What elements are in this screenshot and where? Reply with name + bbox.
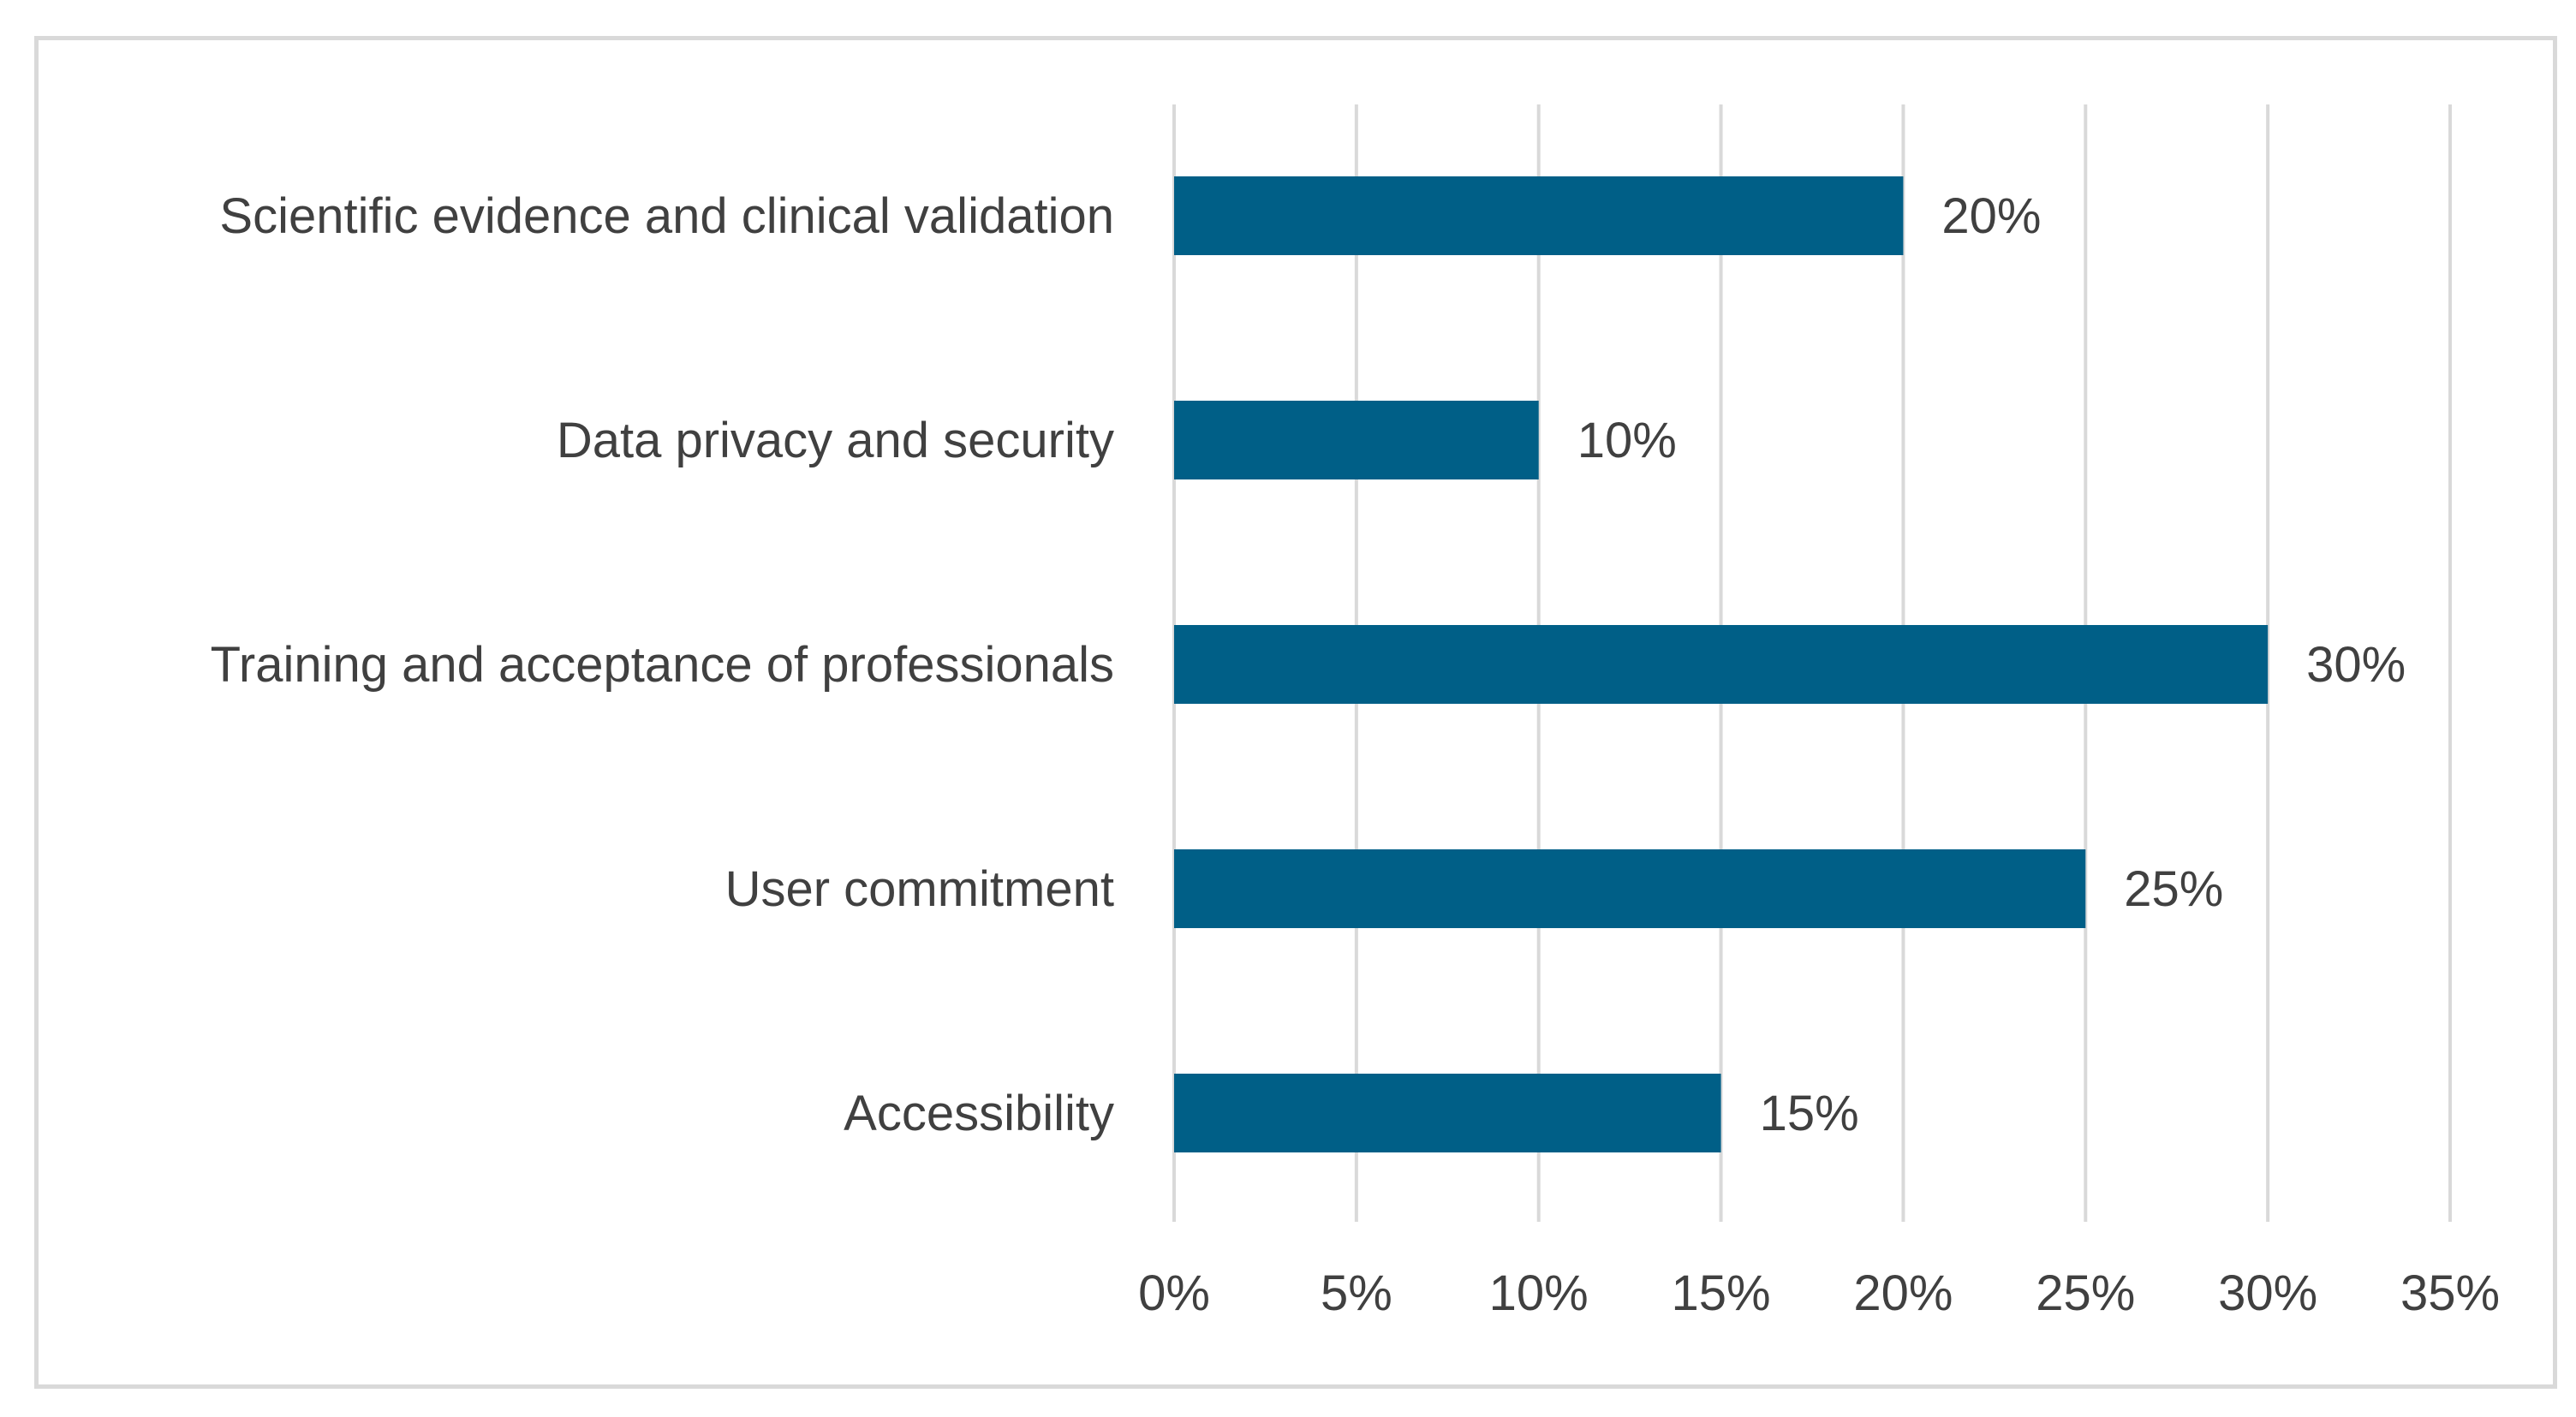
- bar-value-label: 15%: [1760, 1086, 1859, 1141]
- bar-value-label: 20%: [1941, 188, 2041, 244]
- chart-frame: Scientific evidence and clinical validat…: [34, 36, 2557, 1389]
- category-labels: Scientific evidence and clinical validat…: [211, 188, 1114, 1141]
- bar: [1174, 401, 1539, 479]
- category-label: Scientific evidence and clinical validat…: [219, 188, 1114, 244]
- x-tick-label: 10%: [1489, 1265, 1589, 1321]
- x-tick-label: 25%: [2036, 1265, 2135, 1321]
- category-label: User commitment: [725, 861, 1114, 917]
- x-tick-label: 15%: [1672, 1265, 1771, 1321]
- category-label: Training and acceptance of professionals: [211, 637, 1114, 693]
- bar: [1174, 176, 1904, 255]
- x-tick-label: 30%: [2218, 1265, 2317, 1321]
- bar: [1174, 1074, 1721, 1152]
- bars: [1174, 176, 2269, 1152]
- bar-value-label: 30%: [2306, 637, 2406, 693]
- bar-value-label: 10%: [1577, 413, 1677, 468]
- category-label: Accessibility: [844, 1086, 1114, 1141]
- x-tick-label: 5%: [1321, 1265, 1392, 1321]
- category-label: Data privacy and security: [557, 413, 1114, 468]
- x-tick-label: 0%: [1138, 1265, 1210, 1321]
- bar-chart: Scientific evidence and clinical validat…: [211, 104, 2500, 1321]
- x-axis-tick-labels: 0% 5% 10% 15% 20% 25% 30% 35%: [1138, 1265, 2500, 1321]
- bar-value-label: 25%: [2124, 861, 2223, 917]
- value-labels: 20% 10% 30% 25% 15%: [1577, 188, 2406, 1141]
- bar: [1174, 849, 2086, 928]
- bar: [1174, 625, 2269, 704]
- x-tick-label: 35%: [2400, 1265, 2500, 1321]
- x-tick-label: 20%: [1853, 1265, 1953, 1321]
